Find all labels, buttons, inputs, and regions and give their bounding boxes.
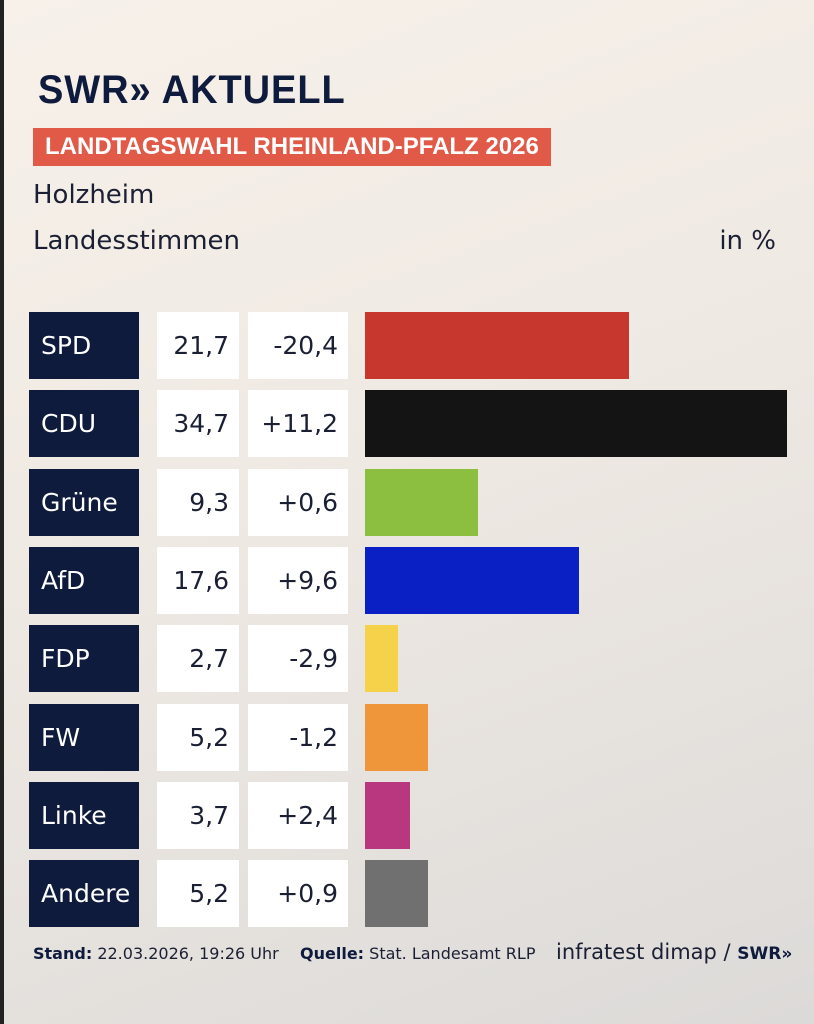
- vote-share: 34,7: [157, 390, 239, 458]
- vote-change: +0,9: [248, 860, 348, 928]
- vote-change: +11,2: [248, 390, 348, 458]
- vote-change: +9,6: [248, 546, 348, 614]
- vote-share: 9,3: [157, 468, 239, 536]
- party-name: CDU: [29, 390, 139, 458]
- party-name: FW: [29, 703, 139, 771]
- bar: [365, 703, 429, 771]
- bar: [365, 468, 479, 536]
- party-row: SPD 21,7 -20,4: [29, 312, 814, 379]
- vote-change: +0,6: [248, 468, 348, 536]
- swr-aktuell-logo: SWR» AKTUELL: [38, 68, 346, 112]
- party-row: FDP 2,7 -2,9: [29, 625, 814, 693]
- stand-value: 22.03.2026, 19:26 Uhr: [97, 944, 279, 963]
- bar: [365, 625, 398, 693]
- credit: infratest dimap / SWR»: [556, 940, 792, 964]
- vote-share: 21,7: [157, 312, 239, 379]
- vote-share: 17,6: [157, 546, 239, 614]
- vote-share: 2,7: [157, 625, 239, 693]
- bar: [365, 860, 429, 928]
- bar: [365, 312, 629, 379]
- vote-share: 5,2: [157, 860, 239, 928]
- vote-change: -2,9: [248, 625, 348, 693]
- source-value: Stat. Landesamt RLP: [369, 944, 536, 963]
- party-row: FW 5,2 -1,2: [29, 703, 814, 771]
- party-name: FDP: [29, 625, 139, 693]
- party-row: Grüne 9,3 +0,6: [29, 468, 814, 536]
- stand-info: Stand: 22.03.2026, 19:26 Uhr: [33, 944, 279, 963]
- bar: [365, 390, 787, 458]
- bar: [365, 546, 580, 614]
- bar: [365, 781, 410, 849]
- vote-change: -1,2: [248, 703, 348, 771]
- party-name: AfD: [29, 546, 139, 614]
- vote-change: -20,4: [248, 312, 348, 379]
- party-name: Grüne: [29, 468, 139, 536]
- credit-text: infratest dimap /: [556, 940, 738, 964]
- party-row: AfD 17,6 +9,6: [29, 546, 814, 614]
- vote-change: +2,4: [248, 781, 348, 849]
- place-name: Holzheim: [33, 180, 155, 210]
- party-name: Andere: [29, 860, 139, 928]
- source-info: Quelle: Stat. Landesamt RLP: [300, 944, 535, 963]
- election-banner: LANDTAGSWAHL RHEINLAND-PFALZ 2026: [33, 128, 551, 166]
- party-row: Linke 3,7 +2,4: [29, 781, 814, 849]
- party-name: Linke: [29, 781, 139, 849]
- stand-label: Stand:: [33, 944, 93, 963]
- swr-logo-small: SWR»: [737, 944, 793, 964]
- vote-share: 3,7: [157, 781, 239, 849]
- subtitle: Landesstimmen: [33, 226, 241, 256]
- vote-share: 5,2: [157, 703, 239, 771]
- party-row: CDU 34,7 +11,2: [29, 390, 814, 458]
- party-row: Andere 5,2 +0,9: [29, 860, 814, 928]
- party-name: SPD: [29, 312, 139, 379]
- unit-label: in %: [719, 226, 776, 256]
- source-label: Quelle:: [300, 944, 365, 963]
